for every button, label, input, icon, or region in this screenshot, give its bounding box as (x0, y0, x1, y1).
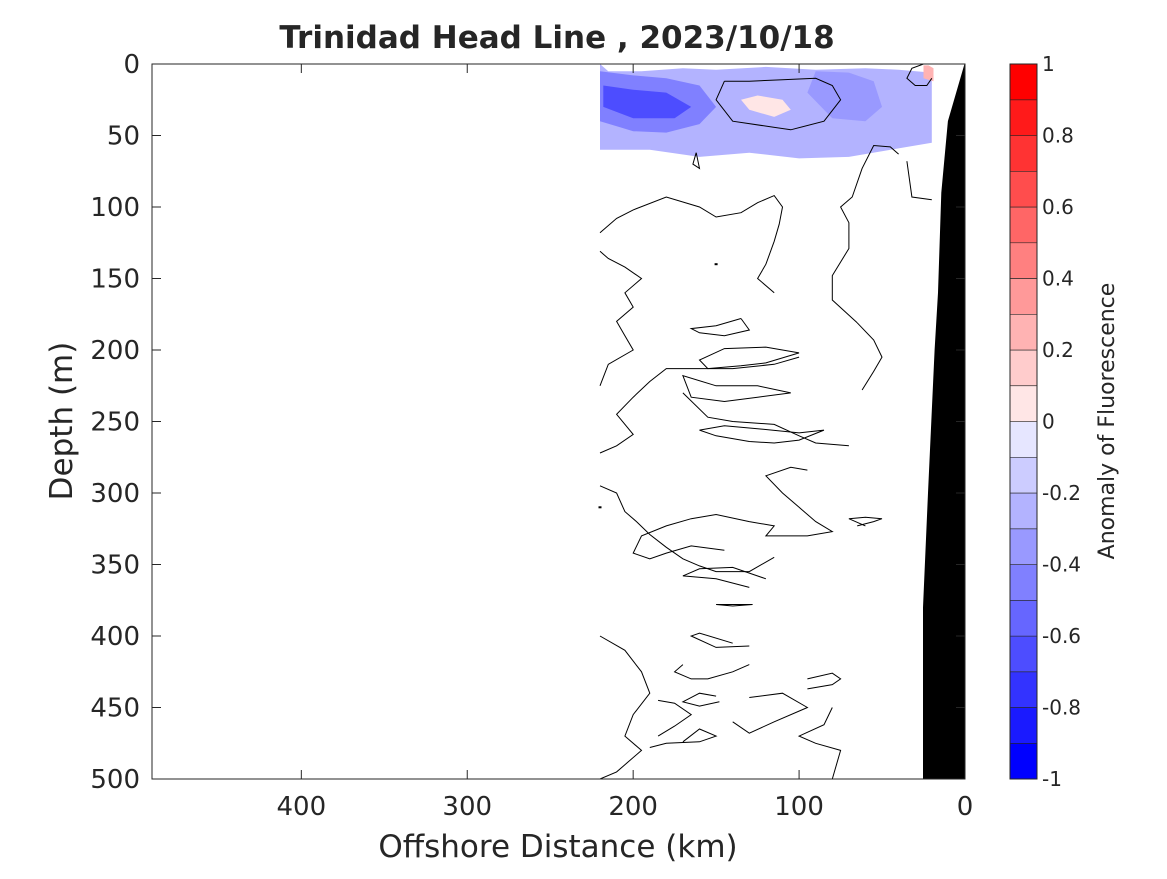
colorbar: 1 0.8 0.6 0.4 0.2 0 -0.2 -0.4 -0.6 -0.8 -1 (1009, 52, 1081, 791)
zero-contour-line (632, 466, 834, 560)
y-tick-label: 300 (90, 479, 140, 509)
zero-contour-line (692, 152, 701, 170)
zero-contour-line (682, 374, 791, 403)
zero-contour-line (657, 699, 693, 737)
zero-contour-line (682, 566, 767, 588)
y-tick-label: 50 (107, 122, 140, 152)
y-axis-ticks: 0 50 100 150 200 250 300 350 400 450 500 (90, 50, 965, 795)
colorbar-label: Anomaly of Fluorescence (1095, 283, 1120, 560)
colorbar-tick-label: 0.4 (1042, 267, 1074, 291)
zero-contour-line (599, 194, 784, 294)
zero-contour-line (715, 77, 842, 131)
zero-contour-line (689, 632, 750, 648)
colorbar-band (1009, 170, 1038, 208)
colorbar-tick-label: 0.8 (1042, 124, 1074, 148)
y-tick-label: 400 (90, 622, 140, 652)
y-axis-label: Depth (m) (44, 342, 80, 501)
colorbar-tick-label: 1 (1042, 52, 1055, 76)
x-axis-label: Offshore Distance (km) (378, 829, 737, 865)
y-tick-label: 350 (90, 551, 140, 581)
colorbar-band (1009, 278, 1038, 315)
zero-contour-line (599, 485, 775, 573)
colorbar-band (1009, 313, 1038, 351)
x-tick-label: 300 (442, 792, 492, 822)
colorbar-band (1009, 456, 1038, 494)
zero-contour-line (807, 672, 842, 690)
zero-contour-line (649, 728, 718, 748)
colorbar-band (1009, 492, 1038, 530)
x-tick-label: 0 (957, 792, 974, 822)
zero-contour-line (681, 692, 720, 707)
plot-background (152, 64, 965, 779)
colorbar-tick-label: 0 (1042, 410, 1055, 434)
zero-contour-line (689, 318, 751, 337)
zero-contours (598, 64, 933, 779)
colorbar-band (1009, 635, 1038, 673)
bathymetry (923, 64, 965, 779)
zero-contour-line (906, 161, 932, 201)
positive-anomaly-region (741, 95, 791, 117)
zero-contour-line (856, 322, 883, 391)
colorbar-tick-label: -0.4 (1042, 553, 1081, 577)
zero-contour-line (599, 635, 651, 779)
colorbar-band (1009, 707, 1038, 744)
zero-contour-dot (598, 506, 602, 509)
colorbar-band (1009, 99, 1038, 136)
colorbar-band (1009, 349, 1038, 387)
y-tick-label: 450 (90, 694, 140, 724)
zero-contour-line (831, 144, 899, 324)
y-tick-label: 500 (90, 765, 140, 795)
y-tick-label: 0 (123, 50, 140, 80)
colorbar-tick-label: 0.6 (1042, 195, 1074, 219)
colorbar-tick-label: -0.2 (1042, 481, 1081, 505)
x-tick-label: 200 (608, 792, 658, 822)
negative-anomaly-region (603, 85, 692, 119)
x-axis-ticks: 400 300 200 100 0 (277, 64, 974, 822)
y-tick-label: 200 (90, 336, 140, 366)
colorbar-band (1009, 742, 1038, 780)
zero-contour-line (599, 250, 643, 386)
zero-contour-line (599, 356, 800, 454)
colorbar-band (1009, 242, 1038, 279)
zero-contour-line (673, 664, 750, 680)
colorbar-band (1009, 528, 1038, 565)
y-tick-label: 250 (90, 408, 140, 438)
y-tick-label: 150 (90, 265, 140, 295)
colorbar-band (1009, 671, 1038, 708)
colorbar-band (1009, 135, 1038, 172)
chart-title: Trinidad Head Line , 2023/10/18 (279, 20, 834, 56)
x-tick-label: 400 (277, 792, 327, 822)
zero-contour-line (682, 392, 849, 447)
colorbar-tick-label: 0.2 (1042, 338, 1074, 362)
colorbar-band (1009, 385, 1038, 422)
colorbar-band (1009, 421, 1038, 458)
colorbar-tick-label: -1 (1042, 767, 1062, 791)
x-tick-label: 100 (774, 792, 824, 822)
zero-contour-line (848, 516, 883, 527)
colorbar-band (1009, 599, 1038, 637)
plot-area (152, 64, 965, 779)
zero-contour-dot (714, 263, 718, 266)
zero-contour-line (906, 64, 933, 86)
colorbar-tick-label: -0.8 (1042, 696, 1081, 720)
zero-contour-line (699, 425, 825, 444)
colorbar-band (1009, 63, 1038, 101)
colorbar-band (1009, 564, 1038, 601)
zero-contour-line (716, 604, 753, 607)
filled-contours (600, 64, 934, 159)
colorbar-band (1009, 206, 1038, 244)
colorbar-tick-label: -0.6 (1042, 624, 1081, 648)
positive-anomaly-region (923, 65, 934, 82)
seafloor-shape (923, 64, 965, 779)
zero-contour-line (732, 692, 809, 734)
negative-anomaly-region (807, 71, 882, 122)
y-tick-label: 100 (90, 193, 140, 223)
zero-contour-line (797, 707, 842, 779)
zero-contour-line (698, 346, 800, 370)
colorbar-frame (1009, 63, 1038, 780)
